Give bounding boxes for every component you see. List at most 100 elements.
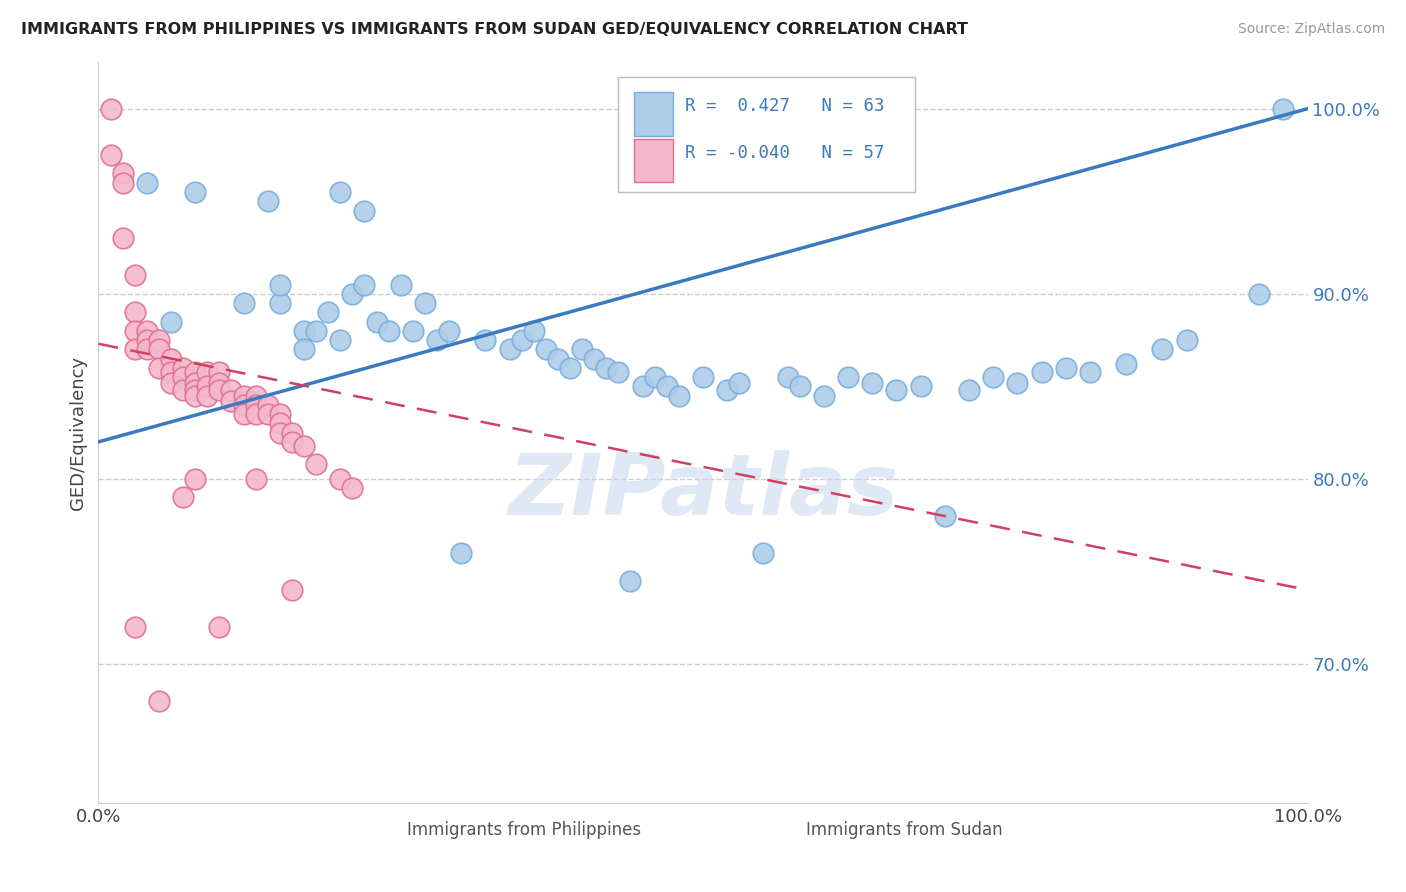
Text: R = -0.040   N = 57: R = -0.040 N = 57 xyxy=(685,144,884,161)
Point xyxy=(269,407,291,421)
FancyBboxPatch shape xyxy=(634,92,672,136)
Point xyxy=(111,176,134,190)
Point xyxy=(184,376,207,390)
Point xyxy=(172,383,194,397)
Point xyxy=(644,370,666,384)
Point xyxy=(281,434,304,449)
Point xyxy=(111,166,134,180)
Point xyxy=(195,365,218,379)
Point xyxy=(292,439,315,453)
Point xyxy=(232,389,254,403)
Point xyxy=(498,343,520,357)
Point xyxy=(292,324,315,338)
Point xyxy=(1249,286,1271,301)
Point xyxy=(148,694,170,708)
FancyBboxPatch shape xyxy=(634,138,672,182)
Point xyxy=(135,176,157,190)
Point xyxy=(402,324,425,338)
Point xyxy=(752,546,775,560)
Point xyxy=(256,398,278,412)
Point xyxy=(305,324,328,338)
Text: IMMIGRANTS FROM PHILIPPINES VS IMMIGRANTS FROM SUDAN GED/EQUIVALENCY CORRELATION: IMMIGRANTS FROM PHILIPPINES VS IMMIGRANT… xyxy=(21,22,969,37)
Point xyxy=(232,407,254,421)
Point xyxy=(148,333,170,347)
Point xyxy=(1054,360,1077,375)
Point xyxy=(245,398,267,412)
Point xyxy=(124,620,146,634)
Point xyxy=(342,481,364,495)
Point xyxy=(281,582,304,597)
Point xyxy=(160,376,183,390)
Point xyxy=(124,268,146,283)
Point xyxy=(571,343,593,357)
Point xyxy=(450,546,472,560)
Point xyxy=(135,324,157,338)
Point xyxy=(100,102,122,116)
Point xyxy=(124,305,146,319)
Point xyxy=(389,277,412,292)
Point xyxy=(148,343,170,357)
Point xyxy=(981,370,1004,384)
Point xyxy=(366,314,388,328)
Point xyxy=(269,417,291,431)
Point xyxy=(342,286,364,301)
Point xyxy=(413,296,436,310)
Point xyxy=(316,305,339,319)
Point xyxy=(172,491,194,505)
Point xyxy=(184,185,207,199)
Point xyxy=(135,333,157,347)
Point xyxy=(221,394,243,409)
Point xyxy=(172,370,194,384)
Point xyxy=(1031,365,1053,379)
Point xyxy=(208,620,231,634)
Point xyxy=(184,365,207,379)
Point xyxy=(619,574,641,588)
Text: R =  0.427   N = 63: R = 0.427 N = 63 xyxy=(685,97,884,115)
Point xyxy=(184,383,207,397)
Point xyxy=(184,389,207,403)
Point xyxy=(583,351,606,366)
Point xyxy=(426,333,449,347)
Point xyxy=(208,365,231,379)
Text: Source: ZipAtlas.com: Source: ZipAtlas.com xyxy=(1237,22,1385,37)
Point xyxy=(692,370,714,384)
Point xyxy=(1175,333,1198,347)
Point xyxy=(534,343,557,357)
Point xyxy=(377,324,399,338)
Text: Immigrants from Philippines: Immigrants from Philippines xyxy=(406,822,641,839)
Point xyxy=(256,194,278,209)
Point xyxy=(437,324,460,338)
Point xyxy=(860,376,883,390)
Point xyxy=(1272,102,1295,116)
Point xyxy=(232,296,254,310)
Point xyxy=(776,370,799,384)
Point xyxy=(329,333,352,347)
Point xyxy=(631,379,654,393)
Point xyxy=(256,407,278,421)
Point xyxy=(111,231,134,245)
Point xyxy=(934,508,956,523)
Point xyxy=(124,324,146,338)
Point xyxy=(208,383,231,397)
Point xyxy=(1152,343,1174,357)
Point xyxy=(292,343,315,357)
FancyBboxPatch shape xyxy=(755,831,786,858)
Point xyxy=(1078,365,1101,379)
Point xyxy=(245,407,267,421)
Point xyxy=(245,389,267,403)
Text: Immigrants from Sudan: Immigrants from Sudan xyxy=(806,822,1002,839)
Point xyxy=(160,365,183,379)
Point xyxy=(353,277,375,292)
Point xyxy=(329,472,352,486)
Point xyxy=(474,333,496,347)
Point xyxy=(789,379,811,393)
Point xyxy=(148,360,170,375)
FancyBboxPatch shape xyxy=(619,78,915,192)
Point xyxy=(195,379,218,393)
Point xyxy=(160,314,183,328)
Point xyxy=(510,333,533,347)
Point xyxy=(329,185,352,199)
Point xyxy=(221,383,243,397)
Point xyxy=(910,379,932,393)
FancyBboxPatch shape xyxy=(356,831,388,858)
